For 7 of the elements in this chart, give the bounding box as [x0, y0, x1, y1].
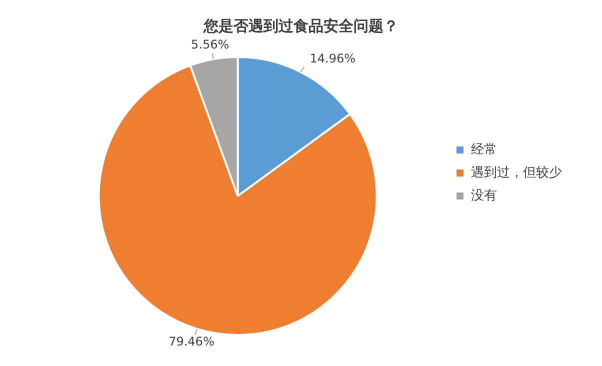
chart-title: 您是否遇到过食品安全问题？: [202, 16, 398, 35]
data-label: 79.46%: [168, 334, 214, 348]
legend-label: 没有: [471, 188, 497, 204]
legend-label: 经常: [471, 142, 497, 158]
data-label: 14.96%: [310, 52, 356, 66]
legend-label: 遇到过，但较少: [471, 165, 562, 180]
data-label: 5.56%: [191, 37, 230, 52]
